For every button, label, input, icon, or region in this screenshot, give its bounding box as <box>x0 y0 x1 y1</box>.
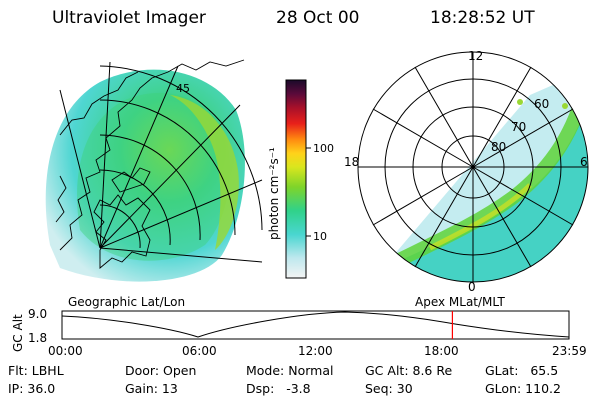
lat-label-45: 45 <box>176 82 190 95</box>
colorbar-tick-100: 100 <box>313 142 334 155</box>
left-panel-caption: Geographic Lat/Lon <box>68 295 186 309</box>
gain-field: Gain: 13 <box>125 381 178 396</box>
mlt-label-12: 12 <box>468 49 483 63</box>
right-image-panel <box>357 51 589 283</box>
colorbar-tick-10: 10 <box>313 230 327 243</box>
mlat-label-60: 60 <box>534 97 549 111</box>
data-point-marker <box>517 99 523 105</box>
seq-field: Seq: 30 <box>365 381 413 396</box>
mlat-label-80: 80 <box>491 140 506 154</box>
timeline-ytick-min: 1.8 <box>28 331 47 345</box>
gc-alt-field: GC Alt: 8.6 Re <box>365 363 453 378</box>
mlt-label-18: 18 <box>344 155 359 169</box>
mode-field: Mode: Normal <box>246 363 334 378</box>
timeline-xtick: 00:00 <box>48 344 83 358</box>
colorbar <box>285 79 311 279</box>
time-label: 18:28:52 UT <box>430 8 535 28</box>
timeline-ytick-max: 9.0 <box>28 307 47 321</box>
timeline-xtick: 18:00 <box>424 344 459 358</box>
glon-field: GLon: 110.2 <box>485 381 561 396</box>
mlat-label-70: 70 <box>511 120 526 134</box>
ip-field: IP: 36.0 <box>8 381 56 396</box>
dsp-field: Dsp: -3.8 <box>246 381 311 396</box>
timeline-xtick: 23:59 <box>552 344 587 358</box>
mlt-label-6: 6 <box>580 155 588 169</box>
altitude-curve <box>61 311 570 338</box>
door-field: Door: Open <box>125 363 197 378</box>
left-image-panel: 45 <box>45 59 263 282</box>
mlt-label-0: 0 <box>468 280 476 294</box>
timeline-ylabel: GC Alt <box>11 314 25 352</box>
left-aurora-band <box>170 95 239 250</box>
timeline-xtick: 12:00 <box>298 344 333 358</box>
glat-field: GLat: 65.5 <box>485 363 559 378</box>
coastline-outline <box>55 59 245 269</box>
timeline-xtick: 06:00 <box>182 344 217 358</box>
altitude-timeline <box>61 310 570 340</box>
data-point-marker <box>562 103 568 109</box>
date-label: 28 Oct 00 <box>276 8 360 28</box>
app-title: Ultraviolet Imager <box>52 8 206 28</box>
filter-field: Flt: LBHL <box>8 363 64 378</box>
right-panel-caption: Apex MLat/MLT <box>415 295 505 309</box>
colorbar-unit-label: photon cm⁻²s⁻¹ <box>267 147 281 240</box>
